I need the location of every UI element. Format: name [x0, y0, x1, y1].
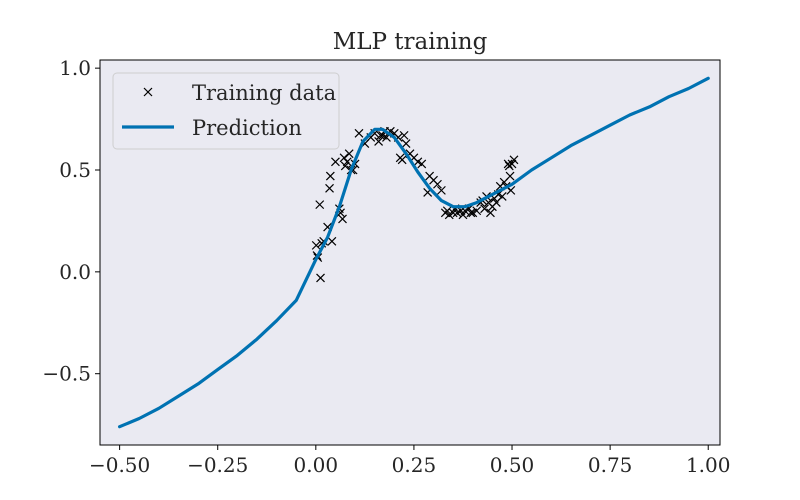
x-tick-label: −0.25	[187, 453, 248, 477]
training-data-point	[339, 153, 349, 163]
legend-entry-prediction: Prediction	[122, 116, 302, 140]
training-data-point	[327, 236, 337, 246]
chart-marks	[118, 76, 710, 429]
x-tick-label: 0.00	[294, 453, 339, 477]
training-data-point	[331, 157, 340, 167]
x-tick-label: −0.50	[89, 453, 150, 477]
legend-frame	[112, 72, 340, 150]
training-data-point	[436, 185, 446, 195]
y-tick-label: 1.0	[59, 56, 91, 80]
training-data-point	[509, 155, 519, 165]
legend-entry-training: Training data	[143, 81, 336, 105]
x-tick-label: 1.00	[686, 453, 731, 477]
chart-axes: −0.50 −0.25 0.00 0.25 0.50 0.75 1.00 −0.5 0.0 0.5…	[42, 56, 730, 477]
training-data-point	[342, 157, 352, 167]
training-data-point	[311, 240, 321, 250]
training-data-point	[480, 204, 489, 214]
legend-label-training: Training data	[192, 81, 336, 105]
training-data-point	[354, 128, 364, 138]
training-data-point	[401, 139, 411, 148]
training-data-point	[497, 192, 507, 201]
plot-frame	[99, 59, 721, 446]
training-data-point	[338, 214, 347, 224]
training-data-point	[486, 208, 495, 218]
x-tick-label: 0.75	[588, 453, 633, 477]
chart-title: MLP training	[333, 29, 488, 55]
y-tick-label: 0.5	[59, 158, 91, 182]
training-data-point	[503, 159, 513, 169]
legend: Training data Prediction	[112, 72, 340, 150]
training-data-point	[472, 206, 482, 216]
y-tick-label: −0.5	[42, 362, 91, 386]
x-tick-label: 0.50	[490, 453, 535, 477]
training-data-point	[316, 273, 325, 283]
training-data-point	[417, 159, 427, 169]
training-data-point	[399, 130, 409, 140]
prediction-line	[118, 76, 710, 429]
training-data-point	[505, 171, 515, 181]
training-data-point	[315, 200, 325, 210]
training-data-point	[466, 208, 476, 218]
training-data-point	[325, 183, 334, 193]
training-data-point	[397, 155, 407, 165]
x-tick-label: 0.25	[392, 453, 437, 477]
y-tick-label: 0.0	[59, 260, 91, 284]
training-data-point	[433, 179, 442, 189]
training-data-point	[325, 171, 335, 181]
legend-label-prediction: Prediction	[192, 116, 302, 140]
training-data-point	[344, 149, 354, 159]
training-data-point	[374, 137, 384, 146]
